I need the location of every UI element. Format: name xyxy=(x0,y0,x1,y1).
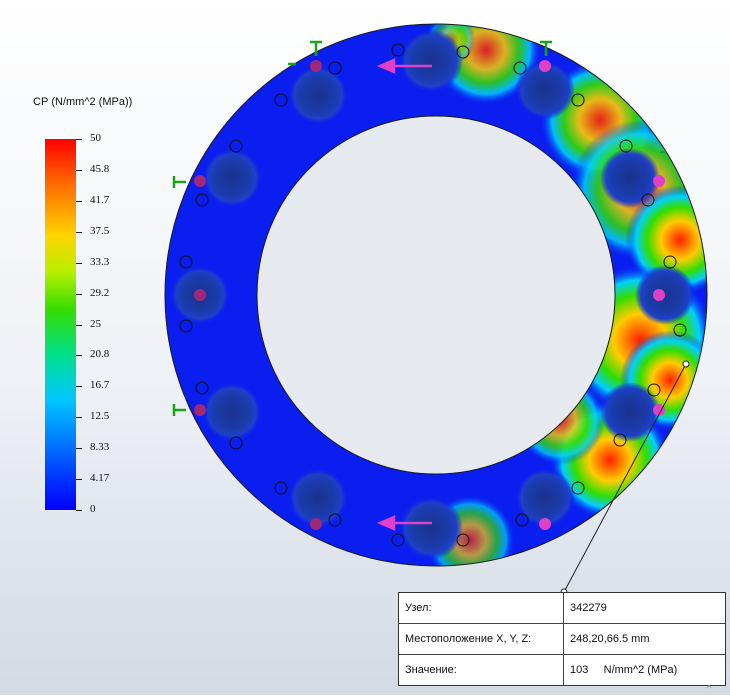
probe-location-value: 248,20,66.5 mm xyxy=(563,623,725,656)
legend-tick-label: 0 xyxy=(90,503,96,515)
bolt-holes xyxy=(170,29,695,560)
probe-node-value: 342279 xyxy=(563,593,725,624)
probe-row-location: Местоположение X, Y, Z: 248,20,66.5 mm xyxy=(399,623,725,656)
legend-tick-mark xyxy=(76,169,82,171)
legend-tick-mark xyxy=(76,231,82,233)
legend-title: СР (N/mm^2 (MPa)) xyxy=(33,96,133,108)
legend-tick-mark xyxy=(76,417,82,419)
legend-tick-label: 41.7 xyxy=(90,193,110,206)
legend-tick-label: 45.8 xyxy=(90,162,110,175)
legend-tick-mark xyxy=(76,293,82,295)
legend-tick-mark xyxy=(76,324,82,326)
collapse-icon[interactable]: ⌃ xyxy=(704,683,715,697)
legend-tick-label: 12.5 xyxy=(90,410,110,423)
small-holes xyxy=(179,43,687,547)
legend-tick-label: 20.8 xyxy=(90,348,110,361)
probe-location-label: Местоположение X, Y, Z: xyxy=(399,623,564,656)
legend-tick-mark xyxy=(76,510,82,511)
fixture-icon xyxy=(172,40,666,416)
legend-tick-mark xyxy=(76,386,82,388)
stress-plot-ring[interactable] xyxy=(164,0,730,585)
probe-value-label: Значение: xyxy=(399,654,564,685)
legend-tick-label: 50 xyxy=(90,132,101,144)
legend-tick-mark xyxy=(76,200,82,202)
legend-tick-label: 8.33 xyxy=(90,441,110,454)
force-arrow-icon xyxy=(376,58,432,531)
probe-row-value: Значение: 103 N/mm^2 (MPa) xyxy=(399,654,725,685)
color-scale-bar xyxy=(45,139,76,510)
legend-tick-label: 37.5 xyxy=(90,224,110,237)
probe-row-node: Узел: 342279 xyxy=(399,593,725,624)
legend-tick-mark xyxy=(76,448,82,450)
legend-tick-mark xyxy=(76,262,82,264)
legend-tick-label: 4.17 xyxy=(90,472,110,485)
probe-node-label: Узел: xyxy=(399,593,564,624)
legend-tick-label: 16.7 xyxy=(90,379,110,392)
load-markers xyxy=(194,60,665,530)
legend-tick-label: 29.2 xyxy=(90,286,110,299)
legend-tick-label: 33.3 xyxy=(90,255,110,268)
probe-value-value: 103 N/mm^2 (MPa) xyxy=(570,664,678,677)
legend-tick-mark xyxy=(76,479,82,481)
legend-tick-mark xyxy=(76,139,82,140)
legend-tick-mark xyxy=(76,355,82,357)
legend-tick-label: 25 xyxy=(90,317,101,330)
probe-result-box: Узел: 342279 Местоположение X, Y, Z: 248… xyxy=(398,592,726,686)
